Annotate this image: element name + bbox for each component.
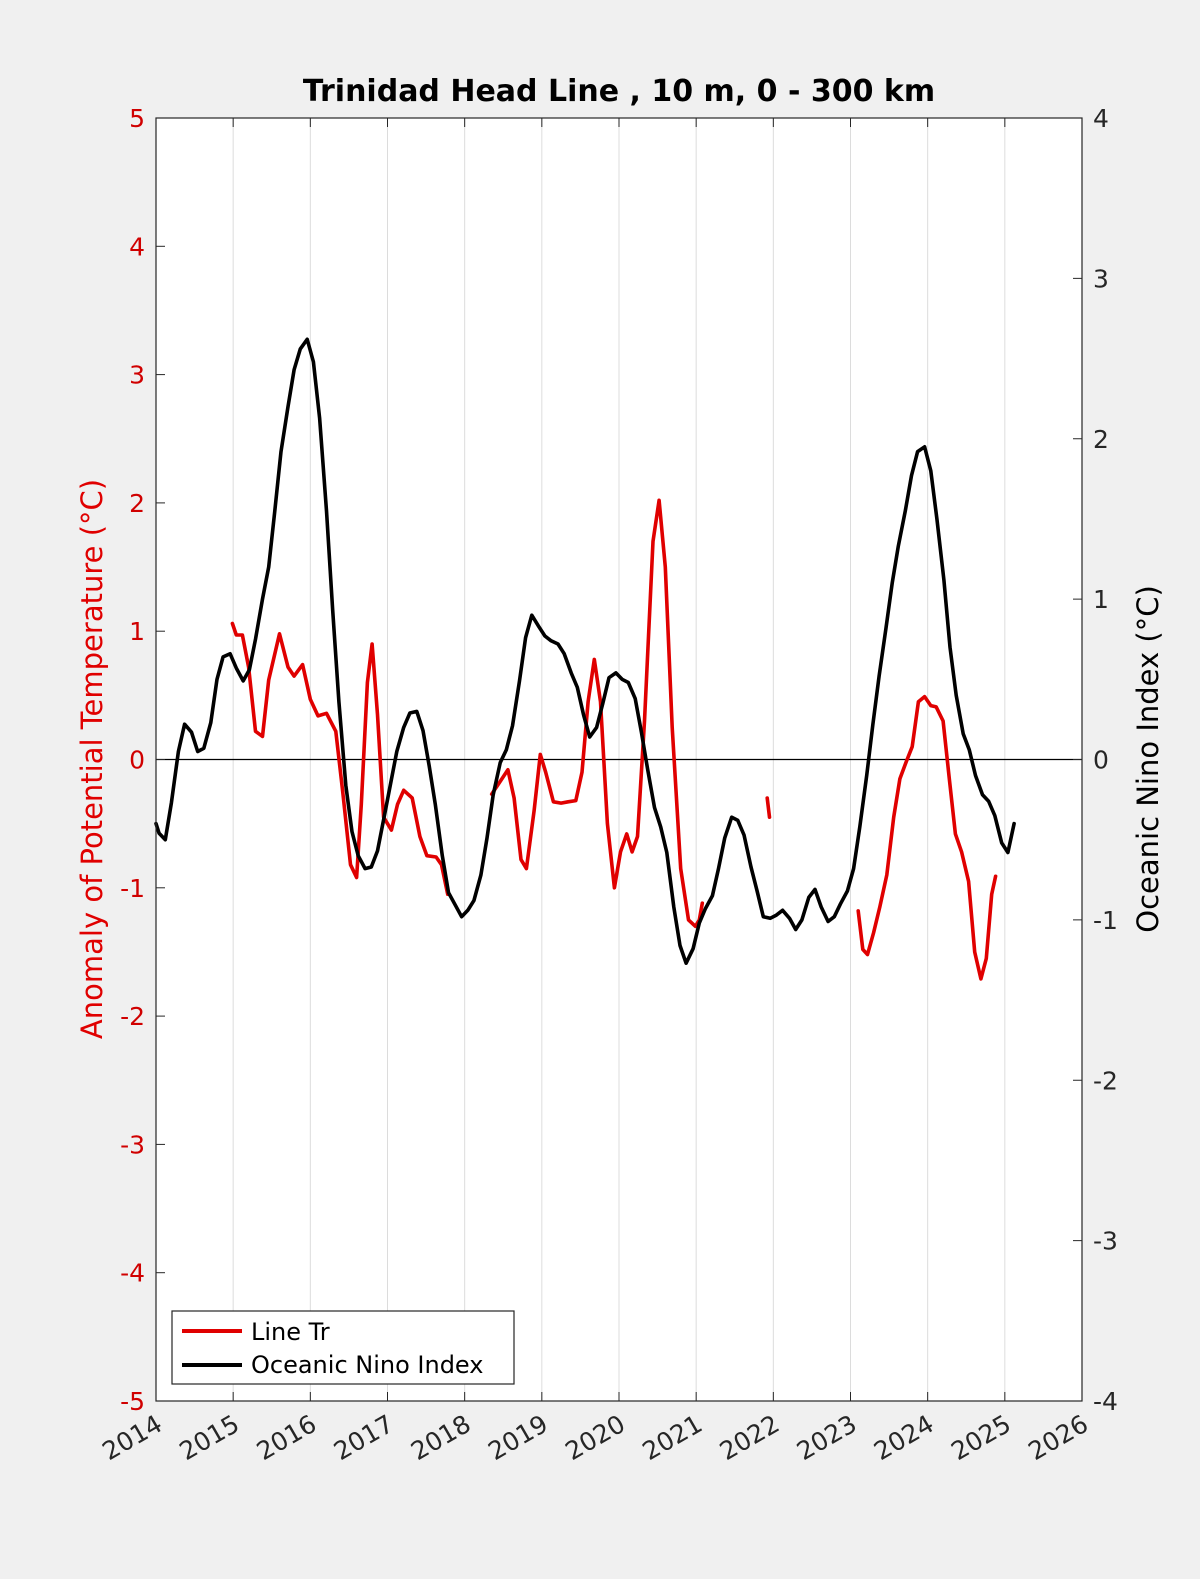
x-tick-label: 2014 <box>97 1409 167 1466</box>
right-y-tick-label: -4 <box>1093 1387 1118 1416</box>
right-y-tick-label: 1 <box>1093 585 1109 614</box>
x-tick-label: 2026 <box>1023 1409 1093 1466</box>
x-tick-label: 2017 <box>329 1409 399 1466</box>
line-tr-series-path-2 <box>765 796 772 819</box>
legend: Line Tr Oceanic Nino Index <box>171 1310 515 1385</box>
left-y-tick-label: 1 <box>129 617 145 646</box>
legend-box <box>171 1310 515 1385</box>
left-y-tick-label: -3 <box>120 1130 145 1159</box>
legend-label-line-tr: Line Tr <box>251 1318 330 1346</box>
left-y-tick-label: 0 <box>129 746 145 775</box>
right-y-tick-label: -3 <box>1093 1227 1118 1256</box>
chart-title: Trinidad Head Line , 10 m, 0 - 300 km <box>303 74 935 109</box>
left-y-tick-label: -5 <box>120 1387 145 1416</box>
series-layer <box>154 337 1016 981</box>
left-y-tick-label: 2 <box>129 489 145 518</box>
x-tick-label: 2018 <box>406 1409 476 1466</box>
x-tick-label: 2023 <box>792 1409 862 1466</box>
right-y-tick-label: 2 <box>1093 425 1109 454</box>
x-tick-label: 2016 <box>252 1409 322 1466</box>
left-y-tick-label: -4 <box>120 1259 145 1288</box>
left-y-tick-label: -1 <box>120 874 145 903</box>
right-y-tick-label: 0 <box>1093 746 1109 775</box>
line-tr-series-path-0 <box>230 621 450 896</box>
left-axis-label: Anomaly of Potential Temperature (°C) <box>75 479 109 1039</box>
left-y-tick-label: -2 <box>120 1002 145 1031</box>
right-axis-label: Oceanic Nino Index (°C) <box>1131 585 1165 933</box>
x-tick-label: 2020 <box>560 1409 630 1466</box>
x-tick-label: 2015 <box>175 1409 245 1466</box>
line-tr-series-path-1 <box>489 498 705 929</box>
right-y-tick-label: -1 <box>1093 906 1118 935</box>
right-y-tick-label: -2 <box>1093 1066 1118 1095</box>
x-tick-label: 2025 <box>946 1409 1016 1466</box>
line-tr-series-path-3 <box>856 694 998 981</box>
right-y-tick-label: 4 <box>1093 104 1109 133</box>
right-y-tick-label: 3 <box>1093 264 1109 293</box>
x-tick-label: 2019 <box>483 1409 553 1466</box>
left-y-tick-label: 5 <box>129 104 145 133</box>
x-tick-label: 2021 <box>638 1409 708 1466</box>
x-tick-label: 2022 <box>715 1409 785 1466</box>
legend-label-oni: Oceanic Nino Index <box>251 1351 483 1379</box>
x-tick-label: 2024 <box>869 1409 939 1466</box>
oni-series-path-0 <box>154 337 1016 965</box>
left-y-tick-label: 3 <box>129 361 145 390</box>
left-y-tick-label: 4 <box>129 232 145 261</box>
